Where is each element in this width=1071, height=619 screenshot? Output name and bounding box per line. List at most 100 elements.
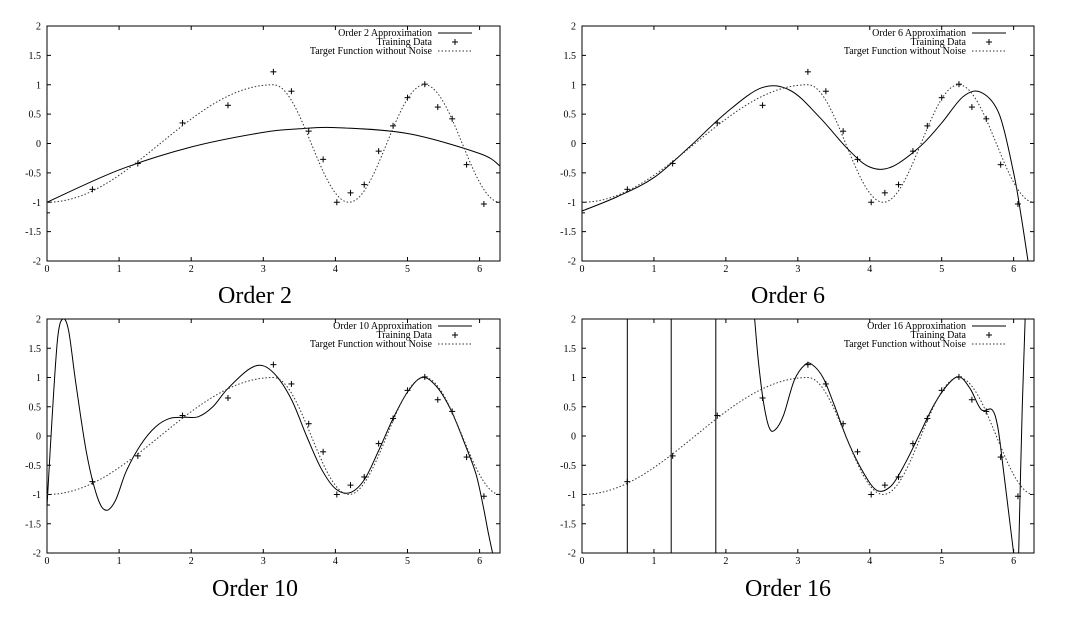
legend-label: Training Data [377, 330, 433, 341]
training-data-point [714, 119, 721, 126]
target-function-line [582, 84, 1034, 203]
legend-label: Training Data [911, 330, 967, 341]
x-tick-label: 0 [580, 556, 585, 567]
training-data-point [480, 493, 487, 500]
training-data-point [361, 473, 368, 480]
y-tick-label: -2 [33, 257, 41, 268]
legend-plus-swatch [452, 332, 458, 338]
plot-frame [46, 25, 501, 262]
legend-label: Target Function without Noise [310, 339, 433, 350]
y-tick-label: 1 [36, 373, 41, 384]
training-data-point [404, 387, 411, 394]
training-data-point [924, 122, 931, 129]
y-tick-label: -2 [33, 549, 41, 560]
legend-plus-swatch [986, 332, 992, 338]
x-tick-label: 1 [651, 556, 656, 567]
training-data-point [854, 448, 861, 455]
training-data-point [881, 482, 888, 489]
y-tick-label: -0.5 [25, 168, 41, 179]
y-tick-label: 1.5 [29, 344, 42, 355]
legend-label: Order 2 Approximation [338, 28, 432, 39]
training-data-point [361, 181, 368, 188]
y-tick-label: 0 [571, 432, 576, 443]
x-tick-label: 6 [477, 556, 482, 567]
legend-label: Order 10 Approximation [333, 321, 432, 332]
training-data-point [955, 373, 962, 380]
approximation-line [1018, 319, 1026, 553]
training-data-point [305, 128, 312, 135]
training-data-point [480, 201, 487, 208]
training-data-point [983, 115, 990, 122]
training-data-point [89, 186, 96, 193]
y-tick-label: 0.5 [29, 110, 42, 121]
training-data-point [375, 148, 382, 155]
training-data-point [434, 104, 441, 111]
y-tick-label: -0.5 [560, 461, 576, 472]
training-data-point [804, 68, 811, 75]
approximation-line [582, 85, 1029, 261]
training-data-point [909, 440, 916, 447]
plot-frame [46, 318, 501, 554]
training-data-point [881, 189, 888, 196]
target-function-line [47, 84, 500, 203]
legend-label: Order 16 Approximation [867, 321, 966, 332]
legend-label: Order 6 Approximation [872, 28, 966, 39]
training-data-point [759, 394, 766, 401]
training-data-point [463, 161, 470, 168]
y-tick-label: -1.5 [25, 519, 41, 530]
y-tick-label: -1.5 [560, 519, 576, 530]
approximation-line [47, 126, 500, 203]
training-data-point [421, 373, 428, 380]
x-tick-label: 2 [723, 264, 728, 275]
legend-label: Training Data [377, 37, 433, 48]
x-tick-label: 4 [867, 264, 872, 275]
training-data-point [320, 156, 327, 163]
training-data-point [179, 412, 186, 419]
training-data-point [305, 420, 312, 427]
plot-area [47, 319, 500, 553]
target-function-line [582, 376, 1034, 496]
x-tick-label: 4 [333, 556, 338, 567]
training-data-point [938, 387, 945, 394]
training-data-point [320, 448, 327, 455]
x-tick-label: 3 [261, 556, 266, 567]
chart-order-10: 0 1 2 3 4 5 6 -2 -1.5 -1 -0.5 0 0.5 1 1.5 2 Order 10 App… [25, 315, 501, 567]
training-data-point [179, 119, 186, 126]
chart-order-6: 0 1 2 3 4 5 6 -2 -1.5 -1 -0.5 0 0.5 1 1.5 2 Order 6 Appr… [560, 22, 1035, 275]
x-tick-label: 5 [939, 264, 944, 275]
y-tick-label: -2 [568, 257, 576, 268]
y-tick-label: -1 [33, 198, 41, 209]
training-data-point [582, 209, 585, 216]
training-data-point [582, 502, 585, 509]
x-tick-label: 2 [189, 264, 194, 275]
y-tick-label: -1 [568, 198, 576, 209]
x-tick-label: 0 [45, 556, 50, 567]
training-data-point [47, 502, 50, 509]
training-data-point [868, 491, 875, 498]
y-tick-label: 1.5 [29, 51, 42, 62]
legend-label: Target Function without Noise [310, 46, 433, 57]
target-function-line [47, 376, 500, 496]
training-data-point [804, 361, 811, 368]
y-tick-label: -2 [568, 549, 576, 560]
training-data-point [333, 491, 340, 498]
plot-area [582, 319, 1034, 553]
training-data-point [347, 189, 354, 196]
plot-area [582, 68, 1034, 261]
y-tick-label: 0.5 [564, 402, 577, 413]
x-tick-label: 4 [333, 264, 338, 275]
training-data-point [955, 81, 962, 88]
x-tick-label: 1 [117, 556, 122, 567]
y-tick-label: 0 [36, 139, 41, 150]
y-tick-label: 2 [571, 315, 576, 326]
x-tick-label: 6 [1011, 264, 1016, 275]
y-tick-label: -0.5 [25, 461, 41, 472]
training-data-point [288, 88, 295, 95]
training-data-point [895, 473, 902, 480]
chart-order-16: 0 1 2 3 4 5 6 -2 -1.5 -1 -0.5 0 0.5 1 1.5 2 Order 16 App… [560, 315, 1035, 567]
x-tick-label: 0 [580, 264, 585, 275]
training-data-point [822, 88, 829, 95]
y-tick-label: -0.5 [560, 168, 576, 179]
training-data-point [968, 396, 975, 403]
